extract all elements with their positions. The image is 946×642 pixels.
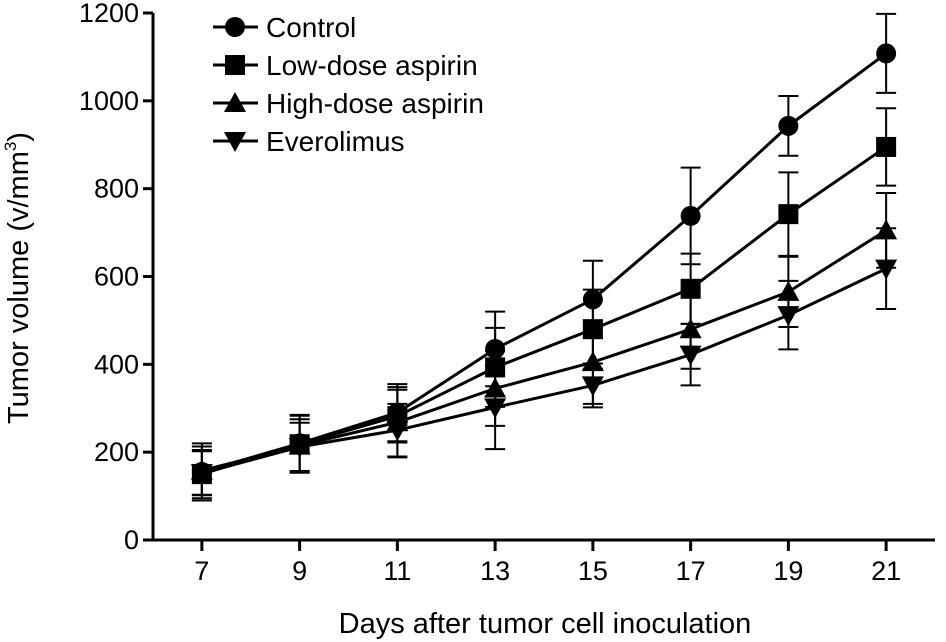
data-point (679, 345, 702, 366)
legend-marker (225, 17, 245, 37)
data-point (778, 115, 799, 136)
legend-marker (224, 92, 246, 112)
y-tick-label: 400 (94, 349, 139, 379)
x-tick-label: 7 (194, 556, 209, 586)
y-axis-title-superscript: 3 (1, 142, 20, 151)
y-axis-title-close: ) (3, 132, 35, 142)
x-tick-label: 19 (773, 556, 803, 586)
data-point (778, 204, 799, 225)
x-tick-label: 17 (676, 556, 706, 586)
data-point (386, 421, 409, 442)
legend-item: Control (213, 12, 356, 43)
data-point (190, 464, 213, 485)
y-axis-title: Tumor volume (v/mm3) (1, 132, 35, 424)
x-tick-label: 21 (871, 556, 901, 586)
x-axis-title: Days after tumor cell inoculation (339, 608, 752, 640)
y-tick-label: 0 (124, 525, 139, 555)
y-tick-label: 200 (94, 437, 139, 467)
x-tick-label: 9 (292, 556, 307, 586)
data-point (777, 306, 800, 327)
x-axis-ticks: 7 9 11 13 15 17 19 21 (194, 540, 901, 586)
x-tick-label: 11 (383, 556, 411, 586)
series-everolimus (190, 227, 898, 497)
data-point (288, 437, 311, 458)
x-tick-label: 15 (578, 556, 608, 586)
data-point (875, 259, 898, 280)
y-tick-label: 800 (94, 174, 139, 204)
legend-item: Low-dose aspirin (213, 50, 478, 81)
legend-label: Control (266, 12, 356, 43)
series-line (201, 145, 887, 476)
y-tick-label: 1000 (79, 86, 139, 116)
data-point (581, 351, 604, 372)
legend-label: Low-dose aspirin (266, 50, 478, 81)
legend-marker (225, 55, 245, 75)
data-point (484, 398, 507, 419)
legend-item: Everolimus (213, 126, 404, 157)
legend: Control Low-dose aspirin High-dose aspirin… (213, 12, 484, 157)
y-axis-title-text: Tumor volume (v/mm (3, 151, 35, 424)
legend-label: Everolimus (266, 126, 404, 157)
data-point (876, 136, 897, 157)
legend-label: High-dose aspirin (266, 88, 484, 119)
series-line (201, 267, 887, 475)
data-point (876, 43, 897, 64)
y-axis-ticks: 0 200 400 600 800 1000 1200 (79, 0, 153, 555)
data-point (680, 205, 701, 226)
y-tick-label: 600 (94, 262, 139, 292)
y-tick-label: 1200 (79, 0, 139, 28)
x-tick-label: 13 (480, 556, 510, 586)
series-layer (190, 12, 898, 502)
legend-marker (224, 132, 246, 152)
legend-item: High-dose aspirin (213, 88, 484, 119)
data-point (581, 376, 604, 397)
series-line (201, 229, 887, 473)
